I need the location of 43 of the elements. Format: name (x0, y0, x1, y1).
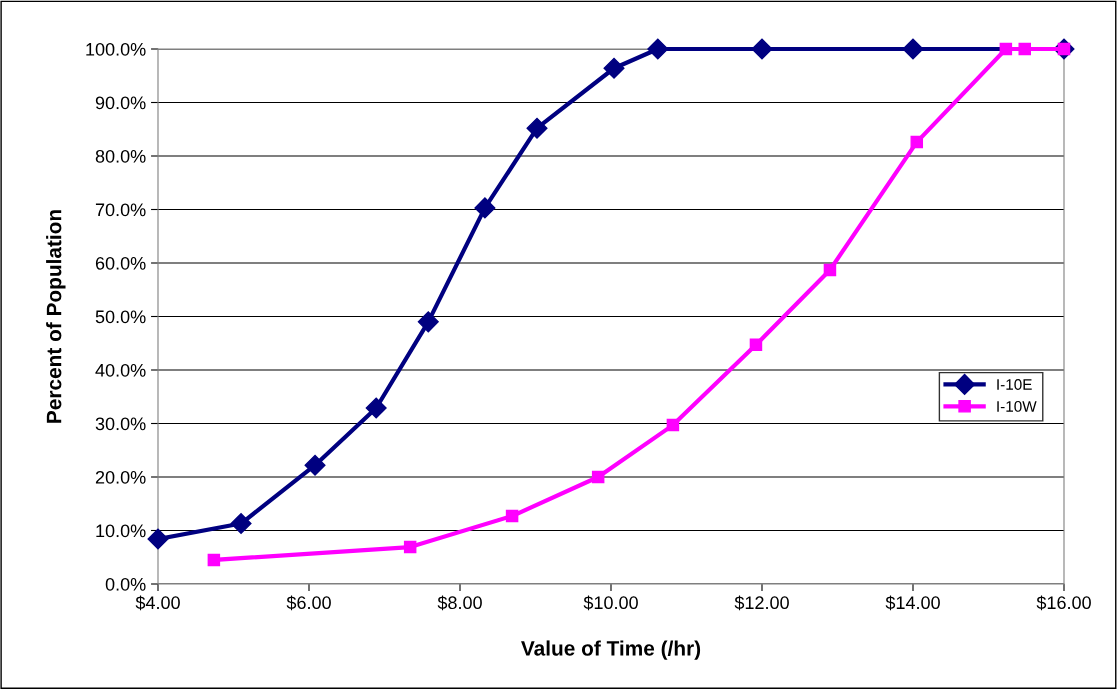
point (230, 513, 252, 535)
point (304, 454, 326, 476)
point (403, 540, 417, 554)
y-tick-label: 90.0% (95, 96, 146, 110)
y-tick-label: 60.0% (95, 256, 146, 270)
y-tick-label: 10.0% (96, 524, 146, 538)
x-tick-label: $10.00 (583, 595, 638, 611)
x-tick-label: $16.00 (1036, 595, 1091, 611)
point (1018, 42, 1031, 56)
y-tick-label: 70.0% (95, 203, 146, 217)
point (999, 42, 1013, 56)
y-tick-label: 80.0% (95, 149, 146, 163)
y-tick-label: 0.0% (105, 577, 146, 591)
point (474, 197, 496, 219)
point (749, 338, 763, 352)
x-tick-label: $6.00 (286, 595, 331, 611)
point (647, 38, 669, 60)
legend-label: I-10E (997, 379, 1032, 390)
point (603, 57, 625, 79)
point (365, 397, 387, 419)
y-tick-label: 100.0% (86, 42, 146, 56)
y-tick-label: 20.0% (95, 470, 146, 484)
x-tick-label: $4.00 (135, 595, 180, 611)
point (526, 117, 548, 139)
point (591, 470, 605, 484)
point (505, 509, 519, 523)
point (666, 418, 680, 432)
point (910, 135, 924, 149)
x-tick-label: $12.00 (734, 595, 789, 611)
y-tick-label: 50.0% (95, 310, 146, 324)
legend-label: I-10W (997, 400, 1037, 412)
y-tick-label: 30.0% (95, 417, 146, 431)
x-tick-label: $14.00 (885, 595, 940, 611)
x-axis-title: Value of Time (/hr) (521, 640, 701, 660)
point (417, 311, 439, 333)
point (147, 528, 169, 550)
point (751, 38, 773, 60)
point (902, 38, 924, 60)
point (823, 263, 837, 277)
x-tick-label: $8.00 (437, 595, 482, 611)
y-tick-label: 40.0% (95, 363, 146, 377)
point (207, 553, 221, 567)
y-axis-title: Percent of Population (46, 210, 66, 423)
